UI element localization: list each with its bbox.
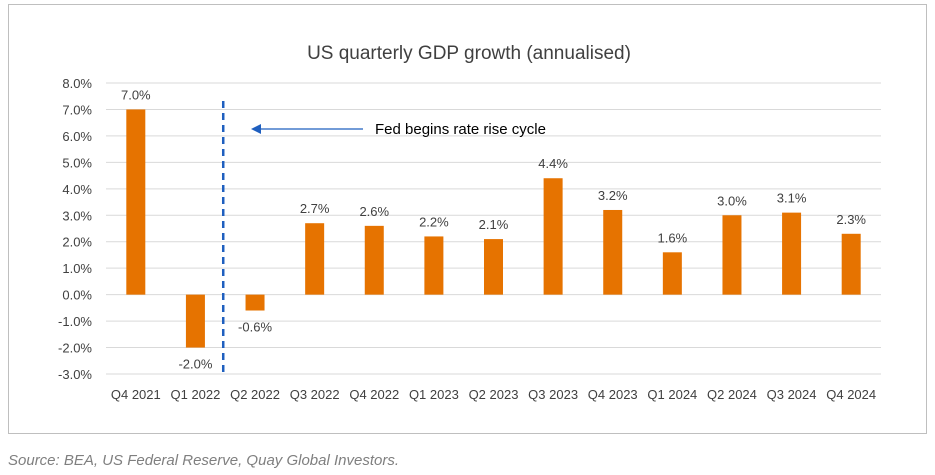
x-tick-label: Q4 2021 (111, 387, 161, 402)
y-tick-label: 2.0% (62, 235, 92, 250)
bar (603, 209, 623, 295)
y-tick-label: 1.0% (62, 261, 92, 276)
data-label: 3.0% (717, 193, 747, 208)
y-tick-label: -1.0% (58, 314, 92, 329)
x-tick-label: Q2 2024 (707, 387, 757, 402)
data-label: 3.2% (598, 188, 628, 203)
bar (364, 225, 384, 295)
x-tick-label: Q1 2023 (409, 387, 459, 402)
data-label: 2.7% (300, 201, 330, 216)
data-label: 2.6% (359, 204, 389, 219)
data-label: -0.6% (238, 320, 272, 335)
data-label: 2.2% (419, 214, 449, 229)
y-axis: 8.0% 7.0% 6.0% 5.0% 4.0% 3.0% 2.0% 1.0% 0.0% -1.0… (58, 76, 92, 382)
bar (484, 239, 503, 295)
y-tick-label: 5.0% (62, 155, 92, 170)
source-note: Source: BEA, US Federal Reserve, Quay Gl… (8, 452, 400, 469)
data-label: 2.3% (836, 212, 866, 227)
bars (126, 109, 861, 348)
y-tick-label: 8.0% (62, 76, 92, 91)
data-label: 3.1% (777, 191, 807, 206)
chart-svg: US quarterly GDP growth (annualised) 8.0… (58, 43, 881, 402)
y-tick-label: 6.0% (62, 129, 92, 144)
x-tick-label: Q3 2024 (767, 387, 817, 402)
x-axis: Q4 2021 Q1 2022 Q2 2022 Q3 2022 Q4 2022 Q1 20… (111, 387, 876, 402)
x-tick-label: Q3 2023 (528, 387, 578, 402)
y-tick-label: -2.0% (58, 341, 92, 356)
data-label: 1.6% (658, 230, 688, 245)
annotation: Fed begins rate rise cycle (221, 101, 546, 375)
bar (126, 109, 146, 295)
data-label: 4.4% (538, 156, 568, 171)
chart-frame: US quarterly GDP growth (annualised) 8.0… (8, 4, 927, 434)
x-tick-label: Q4 2022 (349, 387, 399, 402)
data-label: 7.0% (121, 87, 151, 102)
bar (841, 233, 861, 295)
bar (305, 223, 325, 295)
x-tick-label: Q1 2022 (170, 387, 220, 402)
x-tick-label: Q4 2024 (826, 387, 876, 402)
bar (662, 252, 682, 295)
fed-annotation-text: Fed begins rate rise cycle (375, 121, 546, 138)
y-tick-label: 0.0% (62, 288, 92, 303)
y-tick-label: 7.0% (62, 102, 92, 117)
x-tick-label: Q3 2022 (290, 387, 340, 402)
data-label: 2.1% (479, 217, 509, 232)
y-tick-label: -3.0% (58, 367, 92, 382)
arrowhead-icon (251, 124, 261, 134)
bar (782, 212, 802, 295)
y-tick-label: 3.0% (62, 208, 92, 223)
bar (543, 178, 563, 295)
x-tick-label: Q2 2022 (230, 387, 280, 402)
data-labels: 7.0% -2.0% -0.6% 2.7% 2.6% 2.2% 2.1% 4.4% 3.2% 1.… (121, 87, 866, 371)
x-tick-label: Q2 2023 (469, 387, 519, 402)
bar (245, 294, 265, 311)
bar (185, 294, 205, 348)
data-label: -2.0% (178, 357, 212, 372)
bar (424, 236, 444, 295)
y-tick-label: 4.0% (62, 182, 92, 197)
x-tick-label: Q4 2023 (588, 387, 638, 402)
x-tick-label: Q1 2024 (647, 387, 697, 402)
chart-title: US quarterly GDP growth (annualised) (307, 43, 631, 64)
bar (722, 215, 742, 295)
